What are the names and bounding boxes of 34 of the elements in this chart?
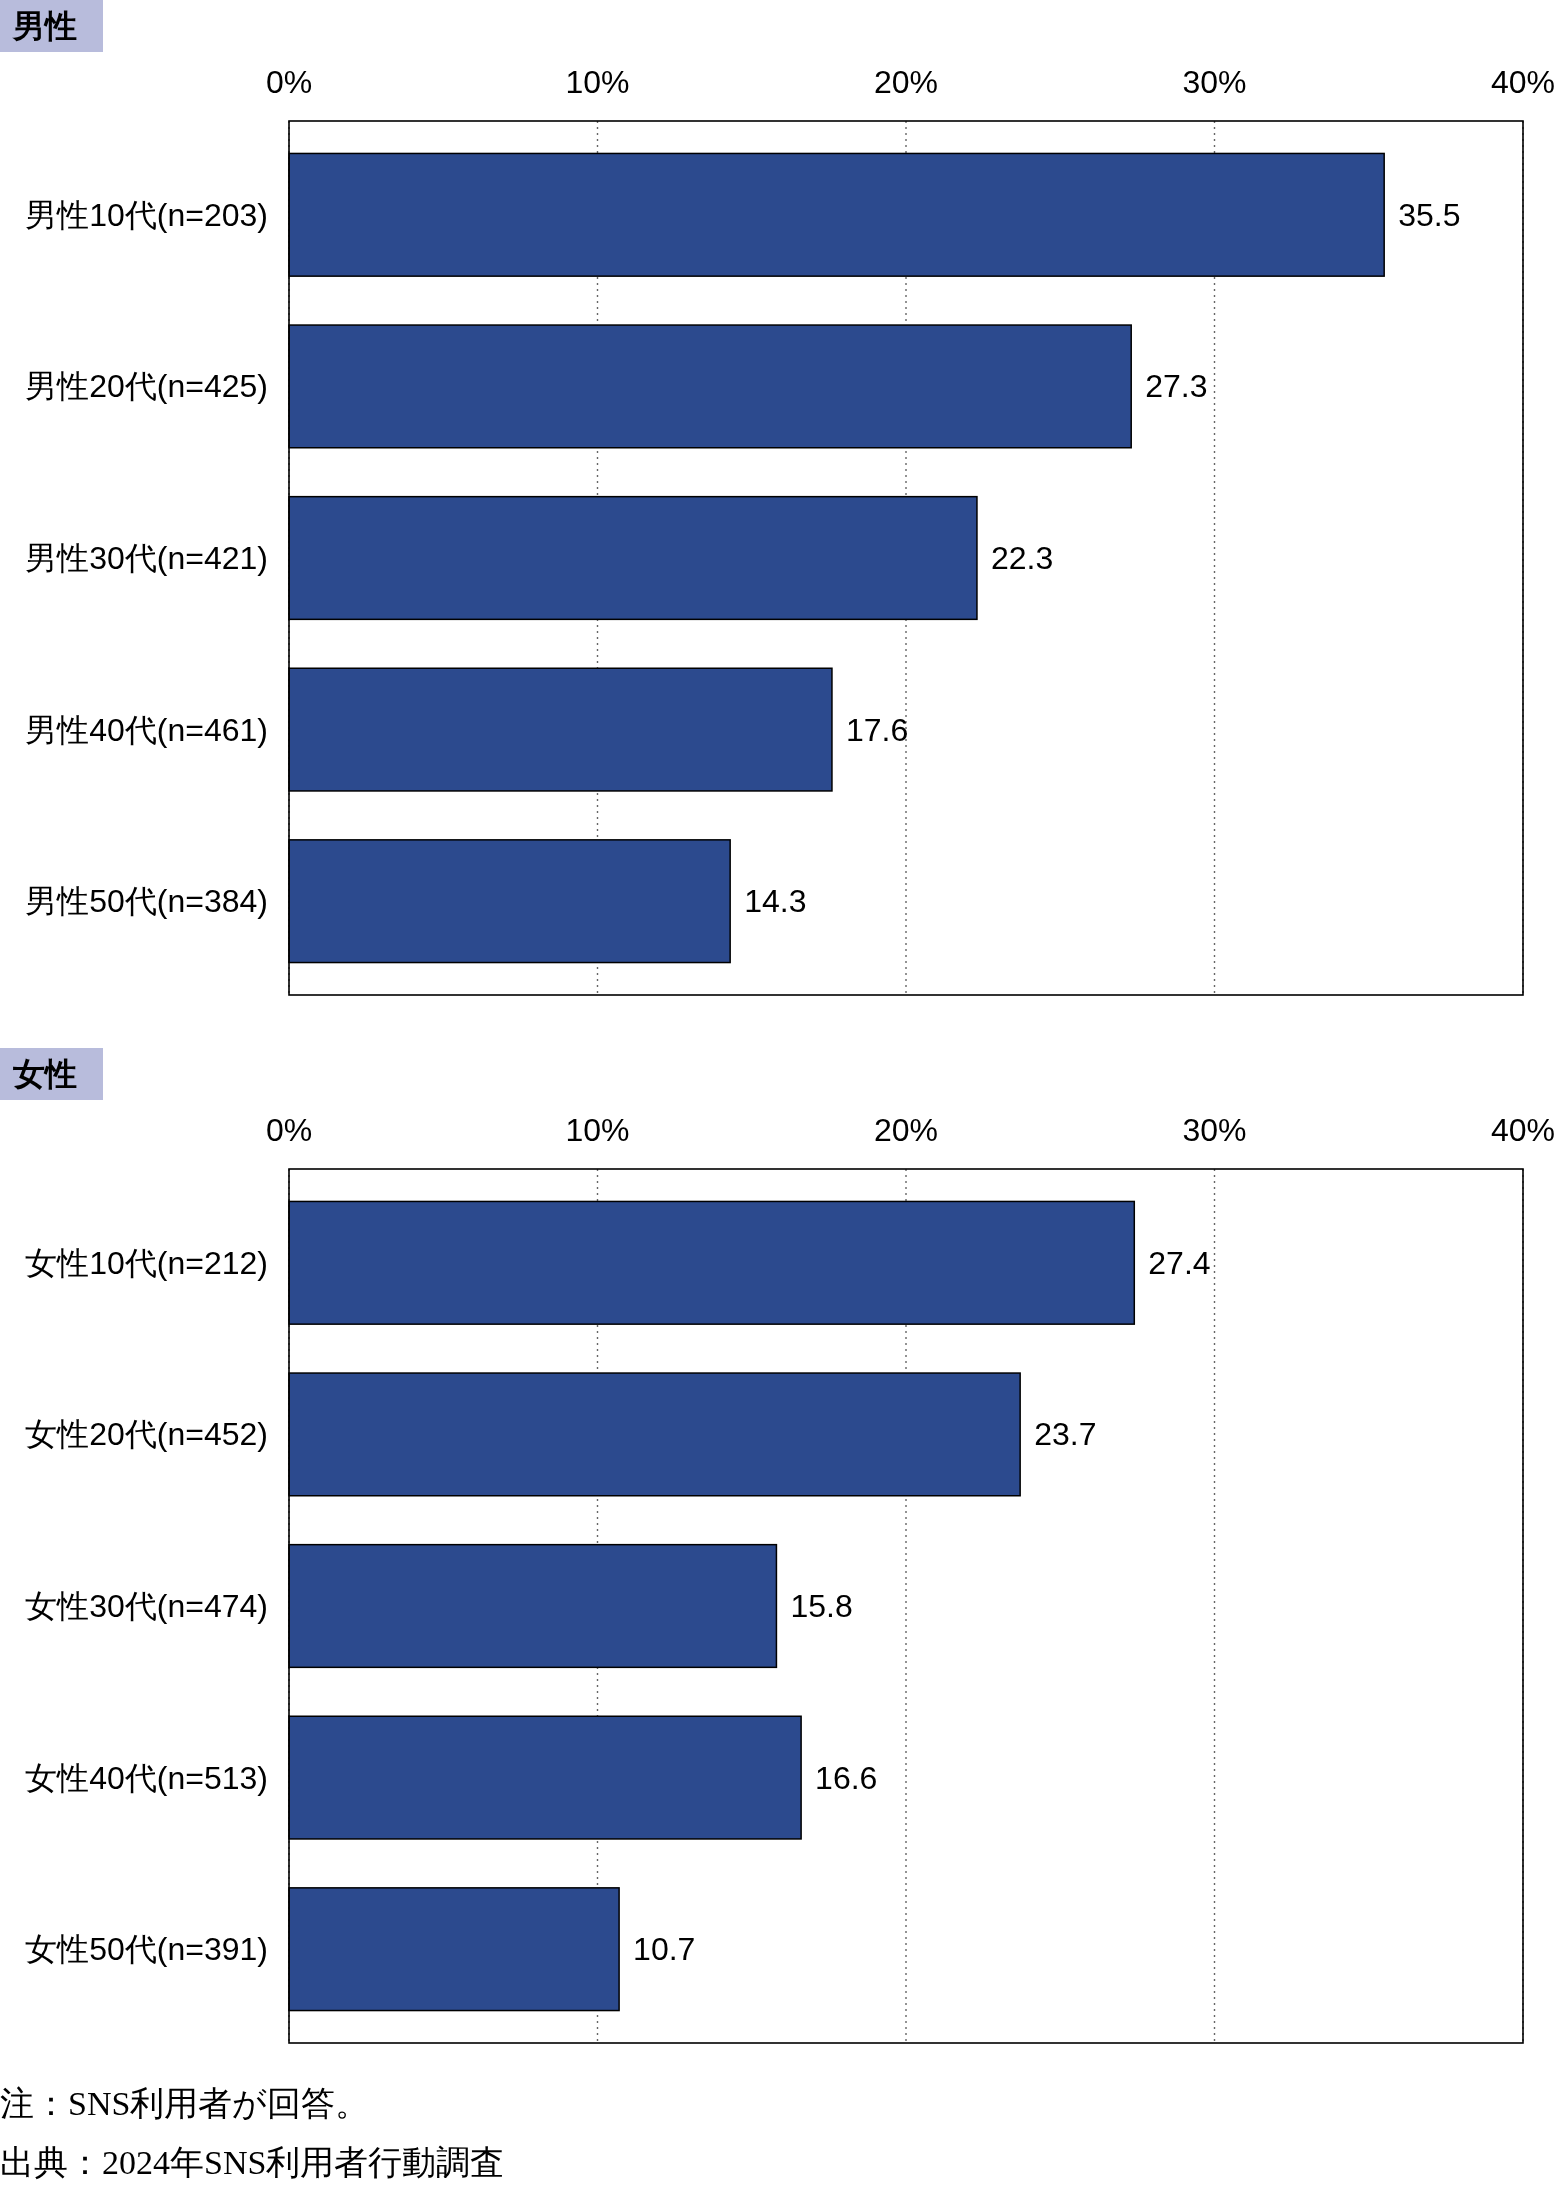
- data-label: 27.4: [1148, 1244, 1211, 1281]
- data-label: 15.8: [790, 1588, 853, 1624]
- y-tick-label: 男性30代(n=421): [25, 540, 268, 576]
- x-tick-label: 10%: [565, 1112, 630, 1148]
- data-label: 35.5: [1398, 196, 1461, 233]
- source-note: 出典：2024年SNS利用者行動調査: [0, 2143, 505, 2181]
- y-tick-label: 女性10代(n=212): [25, 1244, 268, 1281]
- data-label: 14.3: [744, 883, 807, 920]
- x-tick-label: 30%: [1182, 64, 1247, 100]
- chart-title: 女性: [12, 1056, 77, 1092]
- y-tick-label: 女性50代(n=391): [25, 1931, 268, 1968]
- y-tick-label: 男性20代(n=425): [25, 368, 268, 405]
- y-tick-label: 男性10代(n=203): [25, 196, 268, 233]
- data-label: 16.6: [815, 1759, 878, 1796]
- x-tick-label: 20%: [873, 1112, 939, 1148]
- data-label: 23.7: [1034, 1416, 1097, 1453]
- data-label: 10.7: [633, 1931, 696, 1968]
- x-tick-label: 0%: [265, 64, 313, 100]
- data-label: 27.3: [1145, 368, 1208, 405]
- x-tick-label: 0%: [265, 1112, 313, 1148]
- text: 注：SNS利用者が回答。: [0, 2084, 370, 2122]
- y-tick-label: 男性40代(n=461): [25, 711, 268, 748]
- y-tick-label: 女性40代(n=513): [25, 1759, 268, 1796]
- x-tick-label: 40%: [1490, 64, 1556, 100]
- y-tick-label: 女性20代(n=452): [25, 1416, 268, 1453]
- x-tick-label: 10%: [565, 64, 630, 100]
- x-tick-label: 40%: [1490, 1112, 1556, 1148]
- x-tick-label: 20%: [873, 64, 939, 100]
- y-tick-label: 女性30代(n=474): [25, 1588, 268, 1624]
- chart-title: 男性: [12, 8, 77, 44]
- data-label: 17.6: [845, 711, 909, 748]
- y-tick-label: 男性50代(n=384): [25, 883, 268, 920]
- data-label: 22.3: [990, 540, 1054, 576]
- x-tick-label: 30%: [1182, 1112, 1247, 1148]
